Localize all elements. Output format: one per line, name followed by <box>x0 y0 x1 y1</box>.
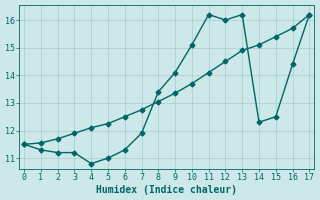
X-axis label: Humidex (Indice chaleur): Humidex (Indice chaleur) <box>96 185 237 195</box>
